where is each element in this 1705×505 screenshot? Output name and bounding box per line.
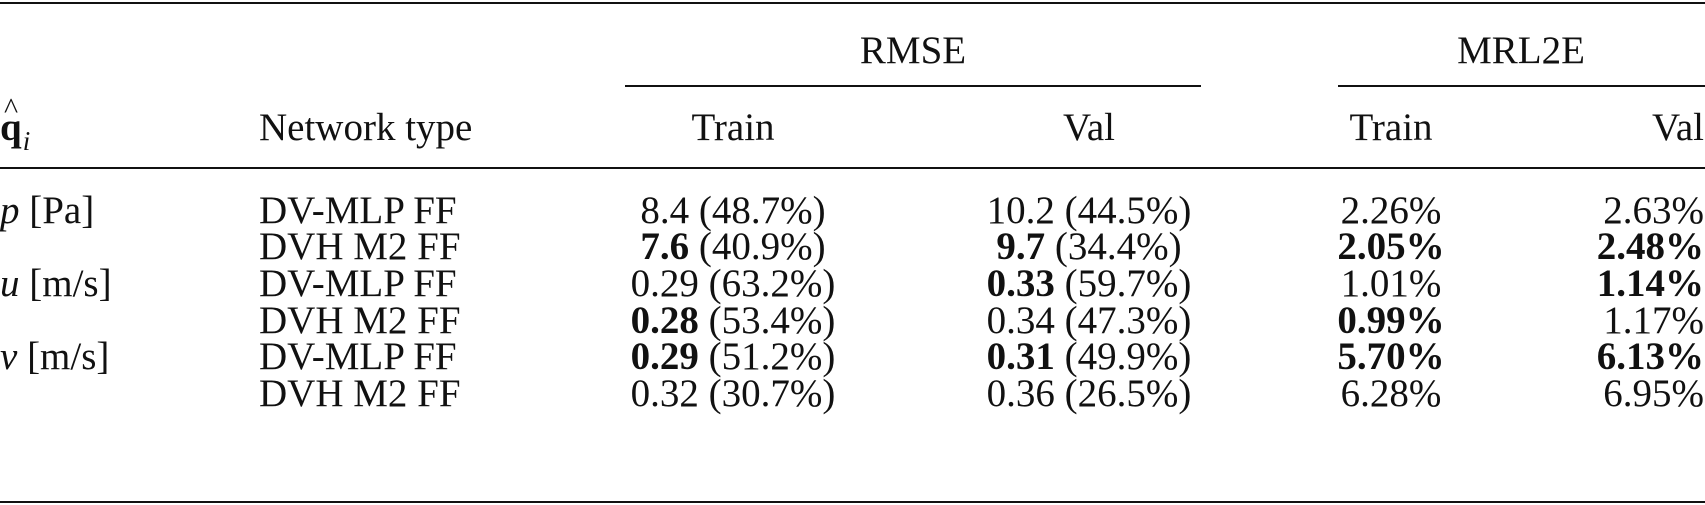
row-4-variable-unit: [m/s] (27, 335, 110, 378)
row-4-rmse-val: 0.31 (49.9%) (987, 337, 1192, 376)
row-5-mrl2e-val: 6.95% (1603, 372, 1704, 415)
row-5-rmse-train-pct: (30.7%) (708, 372, 836, 415)
q-hat-subscript: i (22, 126, 31, 156)
row-2-rmse-val: 0.33 (59.7%) (987, 264, 1192, 303)
header-rule (0, 167, 1705, 169)
row-1-rmse-train-pct: (40.9%) (698, 225, 826, 268)
row-2-rmse-train: 0.29 (63.2%) (631, 264, 836, 303)
row-0-rmse-val-value: 10.2 (986, 189, 1055, 232)
row-5-network-type: DVH M2 FF (259, 372, 461, 415)
row-3-rmse-train-pct: (53.4%) (708, 299, 836, 342)
row-3-rmse-train: 0.28 (53.4%) (631, 301, 836, 340)
column-header-network-type: Network type (259, 106, 473, 149)
row-1-mrl2e-train: 2.05% (1337, 225, 1445, 268)
row-4-variable: v [m/s] (0, 337, 109, 376)
row-0-variable-symbol: p (0, 189, 20, 232)
row-4-rmse-train-pct: (51.2%) (708, 335, 836, 378)
row-4-rmse-train: 0.29 (51.2%) (631, 337, 836, 376)
row-4-mrl2e-val: 6.13% (1596, 335, 1704, 378)
q-hat-accent: ^ (4, 92, 19, 125)
row-0-network-type: DV-MLP FF (259, 189, 457, 232)
row-3-rmse-val-pct: (47.3%) (1064, 299, 1192, 342)
row-2-rmse-val-value: 0.33 (986, 262, 1055, 305)
row-0-variable-unit: [Pa] (29, 189, 95, 232)
row-0-rmse-train-value: 8.4 (640, 189, 690, 232)
row-1-rmse-train: 7.6 (40.9%) (640, 227, 825, 266)
row-5-rmse-train-value: 0.32 (630, 372, 699, 415)
mrl2e-group-rule (1338, 85, 1705, 87)
column-header-rmse-val: Val (1063, 106, 1115, 149)
row-3-rmse-train-value: 0.28 (630, 299, 699, 342)
row-0-rmse-train: 8.4 (48.7%) (640, 191, 825, 230)
row-1-rmse-val-value: 9.7 (996, 225, 1046, 268)
row-4-rmse-val-pct: (49.9%) (1064, 335, 1192, 378)
row-5-rmse-val: 0.36 (26.5%) (987, 374, 1192, 413)
column-header-rmse-train: Train (691, 106, 775, 149)
row-2-rmse-val-pct: (59.7%) (1064, 262, 1192, 305)
group-header-rmse: RMSE (859, 29, 967, 72)
row-3-rmse-val: 0.34 (47.3%) (987, 301, 1192, 340)
row-2-variable: u [m/s] (0, 264, 112, 303)
column-header-mrl2e-val: Val (1652, 106, 1704, 149)
q-hat-letter: q (0, 106, 22, 149)
top-rule (0, 2, 1705, 4)
row-5-rmse-train: 0.32 (30.7%) (631, 374, 836, 413)
row-5-mrl2e-train: 6.28% (1340, 372, 1442, 415)
row-2-mrl2e-train: 1.01% (1340, 262, 1442, 305)
row-2-variable-symbol: u (0, 262, 20, 305)
row-4-variable-symbol: v (0, 335, 18, 378)
row-1-mrl2e-val: 2.48% (1596, 225, 1704, 268)
row-1-rmse-val: 9.7 (34.4%) (996, 227, 1181, 266)
row-2-variable-unit: [m/s] (29, 262, 112, 305)
column-header-mrl2e-train: Train (1349, 106, 1433, 149)
q-hat-symbol: ^ q (0, 94, 22, 149)
column-header-q-hat-i: ^ qi (0, 94, 30, 155)
group-header-mrl2e: MRL2E (1457, 29, 1585, 72)
row-4-rmse-train-value: 0.29 (630, 335, 699, 378)
row-2-rmse-train-value: 0.29 (630, 262, 699, 305)
row-1-rmse-train-value: 7.6 (640, 225, 690, 268)
row-4-mrl2e-train: 5.70% (1337, 335, 1445, 378)
row-4-rmse-val-value: 0.31 (986, 335, 1055, 378)
row-4-network-type: DV-MLP FF (259, 335, 457, 378)
row-2-rmse-train-pct: (63.2%) (708, 262, 836, 305)
row-0-rmse-val-pct: (44.5%) (1064, 189, 1192, 232)
row-3-rmse-val-value: 0.34 (986, 299, 1055, 342)
row-5-rmse-val-pct: (26.5%) (1064, 372, 1192, 415)
row-1-network-type: DVH M2 FF (259, 225, 461, 268)
row-5-rmse-val-value: 0.36 (986, 372, 1055, 415)
bottom-rule (0, 501, 1705, 503)
row-0-mrl2e-train: 2.26% (1340, 189, 1442, 232)
row-0-rmse-val: 10.2 (44.5%) (987, 191, 1192, 230)
rmse-group-rule (625, 85, 1201, 87)
row-3-mrl2e-val: 1.17% (1603, 299, 1704, 342)
row-0-mrl2e-val: 2.63% (1603, 189, 1704, 232)
row-0-variable: p [Pa] (0, 191, 94, 230)
row-3-mrl2e-train: 0.99% (1337, 299, 1445, 342)
row-2-mrl2e-val: 1.14% (1596, 262, 1704, 305)
row-2-network-type: DV-MLP FF (259, 262, 457, 305)
row-3-network-type: DVH M2 FF (259, 299, 461, 342)
row-1-rmse-val-pct: (34.4%) (1054, 225, 1182, 268)
row-0-rmse-train-pct: (48.7%) (698, 189, 826, 232)
